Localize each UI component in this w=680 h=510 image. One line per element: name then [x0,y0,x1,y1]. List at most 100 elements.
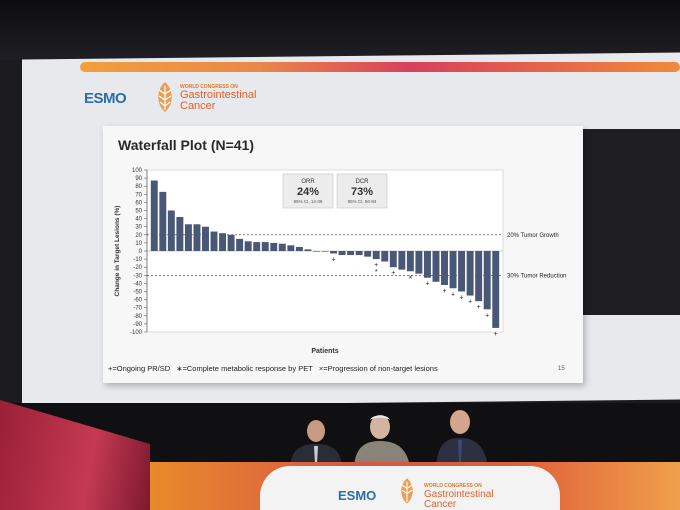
y-tick-label: -70 [133,306,142,312]
y-tick-label: 70 [135,192,142,198]
waterfall-bar [458,251,466,292]
response-marker: × [408,274,412,281]
stat-name: DCR [356,179,370,185]
reference-line-label: 30% Tumor Reduction [507,273,566,279]
response-marker: + [442,288,446,295]
y-tick-label: 100 [132,168,143,174]
y-tick-label: -60 [133,298,142,304]
waterfall-bar [441,251,448,286]
panelist-middle [354,415,410,466]
ceiling [0,0,680,60]
legend-ongoing: +=Ongoing PR/SD [108,364,171,373]
legend-progression: ×=Progression of non-target lesions [318,364,438,373]
waterfall-bar [193,224,201,251]
panelist-left [290,420,342,466]
stat-box [336,173,388,209]
table-congress-line2: Gastrointestinal [424,489,494,500]
waterfall-bar [236,238,244,251]
x-axis-label: Patients [311,348,338,355]
page-number: 15 [558,366,565,372]
legend-complete: ∗=Complete metabolic response by PET [176,364,313,373]
response-marker: + [374,262,378,269]
response-marker: + [477,304,481,311]
waterfall-bar [167,210,175,251]
stat-ci: 95% CI, 14-39 [294,199,323,204]
chart-legend: +=Ongoing PR/SD ∗=Complete metabolic res… [108,364,442,373]
y-axis-label: Change in Target Lesions (%) [114,206,121,297]
response-marker: * [375,269,378,276]
y-tick-label: 60 [135,200,142,206]
stat-value: 73% [351,186,373,198]
waterfall-bar [184,224,192,251]
y-tick-label: 90 [135,176,142,182]
waterfall-bar [270,242,278,251]
response-marker: + [425,281,429,288]
waterfall-bar [159,191,167,251]
y-tick-label: 10 [135,241,142,247]
waterfall-bar [330,251,338,254]
waterfall-bar [304,249,312,251]
response-marker: + [494,331,498,338]
response-marker: + [468,299,472,306]
table-congress-line1: WORLD CONGRESS ON [424,483,482,489]
congress-line2: Gastrointestinal [180,89,257,101]
y-tick-label: -10 [133,257,142,263]
waterfall-bar [278,243,286,251]
y-tick-label: -30 [133,273,142,279]
waterfall-bar [355,251,363,256]
waterfall-bar [287,245,295,251]
esmo-logo: ESMO [84,90,127,107]
waterfall-bar [295,246,303,251]
y-tick-label: 20 [135,233,142,239]
y-tick-label: 80 [135,184,142,190]
waterfall-bar [364,251,372,257]
y-tick-label: -80 [133,314,142,320]
waterfall-bar [321,251,329,252]
waterfall-bar [398,251,406,270]
waterfall-bar [202,226,209,251]
waterfall-bar [312,251,320,252]
waterfall-bar [347,251,355,256]
waterfall-bar [338,251,346,256]
y-tick-label: 0 [139,249,143,255]
waterfall-bar [483,251,491,310]
waterfall-bar [227,234,235,251]
waterfall-bar [415,251,423,274]
waterfall-bar [176,216,184,251]
waterfall-bar [406,251,414,272]
response-marker: + [331,256,335,263]
table-congress-line3: Cancer [424,499,457,510]
waterfall-bar [253,242,261,251]
waterfall-bar [475,251,483,302]
response-marker: + [485,312,489,319]
y-tick-label: 50 [135,209,142,215]
waterfall-bar [261,242,269,251]
panelist-right [436,410,488,466]
slide-title: Waterfall Plot (N=41) [118,137,255,153]
y-tick-label: -20 [133,265,142,271]
congress-line1: WORLD CONGRESS ON [180,84,238,90]
waterfall-bar [372,251,380,260]
table-leaf-icon [401,478,413,504]
stat-name: ORR [301,179,315,185]
stat-ci: 95% CI, 56-84 [348,199,377,204]
side-screen [583,129,680,315]
y-tick-label: -50 [133,290,142,296]
table-congress-title: Gastrointestinal Cancer [424,490,493,510]
waterfall-bar [381,251,389,262]
waterfall-bar [389,251,397,268]
waterfall-bar [466,251,474,296]
waterfall-bar [449,251,457,289]
table-esmo-logo: ESMO [338,488,377,503]
stat-value: 24% [297,186,319,198]
congress-title: Gastrointestinal Cancer [180,90,256,112]
waterfall-bar [244,241,252,251]
y-tick-label: -40 [133,281,142,287]
y-tick-label: 40 [135,217,142,223]
response-marker: + [460,295,464,302]
y-tick-label: -90 [133,322,142,328]
waterfall-bar [219,233,227,251]
congress-line3: Cancer [180,100,216,112]
y-tick-label: 30 [135,225,142,231]
waterfall-bar [210,231,218,251]
